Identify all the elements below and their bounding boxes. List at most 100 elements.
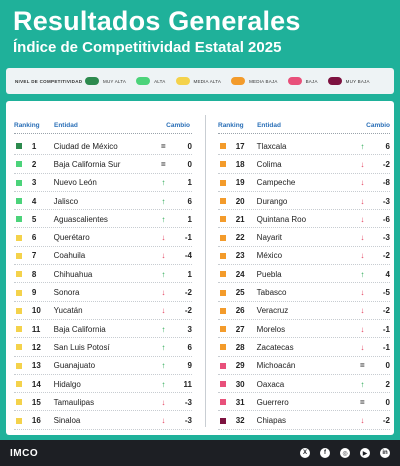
rank-value: 3 — [31, 178, 37, 188]
entity-name: Colima — [256, 159, 282, 169]
table-row: 15 Tamaulipas ↓ -3 — [14, 393, 192, 412]
level-marker — [220, 252, 226, 259]
change-value: 1 — [187, 178, 192, 188]
level-marker — [220, 143, 226, 150]
change-value: 0 — [385, 361, 390, 371]
level-marker — [220, 198, 226, 205]
change-value: -3 — [184, 416, 192, 426]
table-row: 14 Hidalgo ↑ 11 — [14, 375, 192, 394]
entity-name: Chihuahua — [53, 269, 93, 279]
level-marker — [16, 307, 22, 314]
facebook-icon[interactable]: f — [320, 448, 330, 458]
entity-name: Guanajuato — [53, 361, 96, 371]
entity-name: Nayarit — [256, 233, 283, 243]
imco-logo: IMCO — [10, 447, 39, 459]
table-row: 24 Puebla ↑ 4 — [218, 265, 390, 284]
equal-icon: = — [161, 141, 166, 151]
arrow-up-icon: ↑ — [360, 141, 365, 151]
level-marker — [16, 344, 22, 351]
level-marker — [220, 307, 226, 314]
legend-swatch — [85, 77, 99, 85]
entity-name: Aguascalientes — [53, 214, 108, 224]
legend-swatch — [327, 77, 342, 85]
page-subtitle: Índice de Competitividad Estatal 2025 — [13, 39, 282, 56]
change-value: 0 — [187, 159, 192, 169]
change-value: -2 — [382, 416, 390, 426]
entity-name: Querétaro — [53, 233, 90, 243]
level-marker — [220, 161, 226, 168]
change-value: 9 — [187, 361, 192, 371]
ranking-column-left: Ranking Entidad Cambio 1 Ciudad de México… — [14, 101, 192, 431]
level-marker — [16, 381, 22, 387]
entity-name: Sonora — [53, 288, 80, 298]
rank-value: 10 — [31, 306, 41, 316]
arrow-down-icon: ↓ — [161, 306, 166, 316]
arrow-down-icon: ↓ — [360, 416, 365, 426]
rank-value: 15 — [31, 397, 41, 407]
entity-name: Morelos — [256, 324, 286, 334]
change-value: -2 — [184, 288, 192, 298]
entity-name: Campeche — [256, 178, 296, 188]
entity-name: México — [256, 251, 283, 261]
arrow-down-icon: ↓ — [161, 397, 166, 407]
legend-label: MEDIA ALTA — [193, 78, 222, 84]
rank-value: 8 — [31, 269, 37, 279]
change-value: -8 — [382, 178, 390, 188]
arrow-down-icon: ↓ — [161, 416, 166, 426]
instagram-icon[interactable]: ◎ — [340, 448, 350, 458]
level-marker — [16, 271, 22, 278]
legend-item: ALTA — [136, 77, 165, 85]
change-value: 6 — [187, 196, 192, 206]
header-cambio: Cambio — [366, 122, 391, 129]
change-value: -5 — [382, 288, 390, 298]
x-icon[interactable]: X — [300, 448, 310, 458]
entity-name: Baja California Sur — [53, 159, 121, 169]
table-row: 28 Zacatecas ↓ -1 — [218, 338, 390, 357]
entity-name: Michoacán — [256, 361, 296, 371]
youtube-icon[interactable]: ▶ — [360, 448, 370, 458]
table-row: 16 Sinaloa ↓ -3 — [14, 411, 192, 431]
arrow-up-icon: ↑ — [161, 342, 166, 352]
rank-value: 18 — [235, 159, 245, 169]
column-header: Ranking Entidad Cambio — [218, 101, 390, 137]
change-value: -2 — [382, 159, 390, 169]
header-ranking: Ranking — [218, 122, 244, 129]
legend-swatch — [175, 77, 190, 85]
arrow-up-icon: ↑ — [161, 196, 166, 206]
rank-value: 27 — [235, 324, 245, 334]
arrow-down-icon: ↓ — [161, 233, 166, 243]
rank-value: 32 — [235, 416, 245, 426]
table-row: 12 San Luis Potosí ↑ 6 — [14, 338, 192, 357]
rank-value: 7 — [31, 251, 37, 261]
change-value: 11 — [183, 379, 192, 389]
rank-value: 2 — [31, 159, 37, 169]
entity-name: Hidalgo — [53, 379, 81, 389]
legend-swatch — [231, 77, 246, 85]
rank-value: 1 — [31, 141, 37, 151]
table-row: 22 Nayarit ↓ -3 — [218, 228, 390, 248]
table-row: 6 Querétaro ↓ -1 — [14, 228, 192, 248]
rank-value: 17 — [235, 141, 245, 151]
change-value: -3 — [382, 233, 390, 243]
level-marker — [16, 362, 22, 369]
entity-name: Tlaxcala — [256, 141, 287, 151]
table-row: 31 Guerrero = 0 — [218, 393, 390, 412]
legend-label: MUY ALTA — [103, 78, 127, 84]
legend-item: BAJA — [287, 77, 318, 85]
level-marker — [220, 234, 226, 241]
legend-swatch — [136, 77, 151, 85]
table-row: 23 México ↓ -2 — [218, 247, 390, 266]
level-marker — [220, 326, 226, 333]
legend-label: MEDIA BAJA — [249, 78, 278, 84]
ranking-rows-left: 1 Ciudad de México = 0 2 Baja California Sur =… — [14, 137, 192, 431]
change-value: -1 — [382, 324, 390, 334]
legend: NIVEL DE COMPETITIVIDAD MUY ALTA ALTA MEDI… — [6, 68, 394, 94]
table-row: 5 Aguascalientes ↑ 1 — [14, 210, 192, 229]
level-marker — [16, 234, 22, 241]
change-value: 0 — [385, 397, 390, 407]
legend-label: ALTA — [154, 78, 166, 84]
level-marker — [220, 344, 226, 351]
arrow-down-icon: ↓ — [360, 214, 365, 224]
linkedin-icon[interactable]: in — [380, 448, 390, 458]
entity-name: San Luis Potosí — [53, 342, 110, 352]
